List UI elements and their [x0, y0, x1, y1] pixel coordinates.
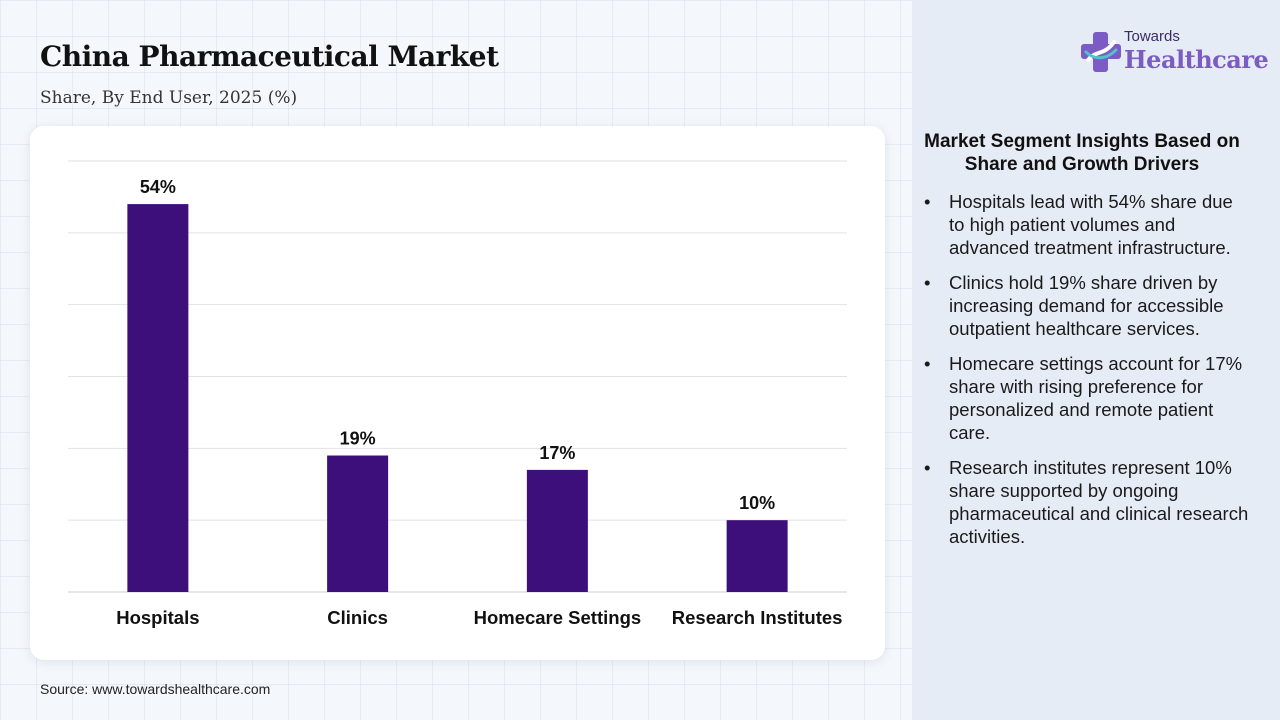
data-label: 10% — [739, 493, 775, 513]
bar-hospitals — [127, 204, 189, 592]
source-note: Source: www.towardshealthcare.com — [40, 681, 271, 697]
data-label: 19% — [340, 429, 376, 449]
logo-top-text: Towards — [1124, 28, 1180, 45]
insight-text: Clinics hold 19% share driven by increas… — [949, 272, 1224, 339]
logo-main-text: Healthcare — [1124, 45, 1269, 74]
bar-research-institutes — [726, 520, 788, 592]
bar-chart: 54% Hospitals 19% Clinics 17% Homecare Settin… — [68, 160, 847, 628]
bar-homecare-settings — [526, 469, 588, 592]
medical-cross-icon — [1081, 32, 1121, 72]
x-tick-label: Research Institutes — [672, 607, 843, 628]
insight-item: • Hospitals lead with 54% share due to hi… — [922, 190, 1252, 259]
data-label: 54% — [140, 177, 176, 197]
insights-title: Market Segment Insights Based on Share a… — [924, 131, 1240, 175]
insight-text: Homecare settings account for 17% share … — [949, 353, 1243, 443]
bullet-icon: • — [924, 191, 931, 212]
insights-panel — [912, 0, 1280, 720]
insight-item: • Clinics hold 19% share driven by increa… — [922, 271, 1252, 340]
x-tick-label: Clinics — [327, 607, 388, 628]
page-subtitle: Share, By End User, 2025 (%) — [40, 88, 298, 108]
insight-item: • Research institutes represent 10% share… — [922, 456, 1252, 548]
bullet-icon: • — [924, 353, 931, 374]
bullet-icon: • — [924, 457, 931, 478]
insight-text: Research institutes represent 10% share … — [949, 457, 1249, 547]
brand-logo[interactable]: Towards Healthcare — [1080, 28, 1269, 78]
bar-clinics — [327, 455, 389, 592]
insight-item: • Homecare settings account for 17% share… — [922, 352, 1252, 444]
data-label: 17% — [539, 443, 575, 463]
chart-card: 54% Hospitals 19% Clinics 17% Homecare Settin… — [30, 126, 885, 660]
insight-text: Hospitals lead with 54% share due to hig… — [949, 191, 1233, 258]
x-tick-label: Hospitals — [116, 607, 199, 628]
insights-list: • Hospitals lead with 54% share due to hi… — [922, 190, 1252, 560]
bullet-icon: • — [924, 272, 931, 293]
x-tick-label: Homecare Settings — [474, 607, 642, 628]
page-title: China Pharmaceutical Market — [40, 40, 499, 73]
